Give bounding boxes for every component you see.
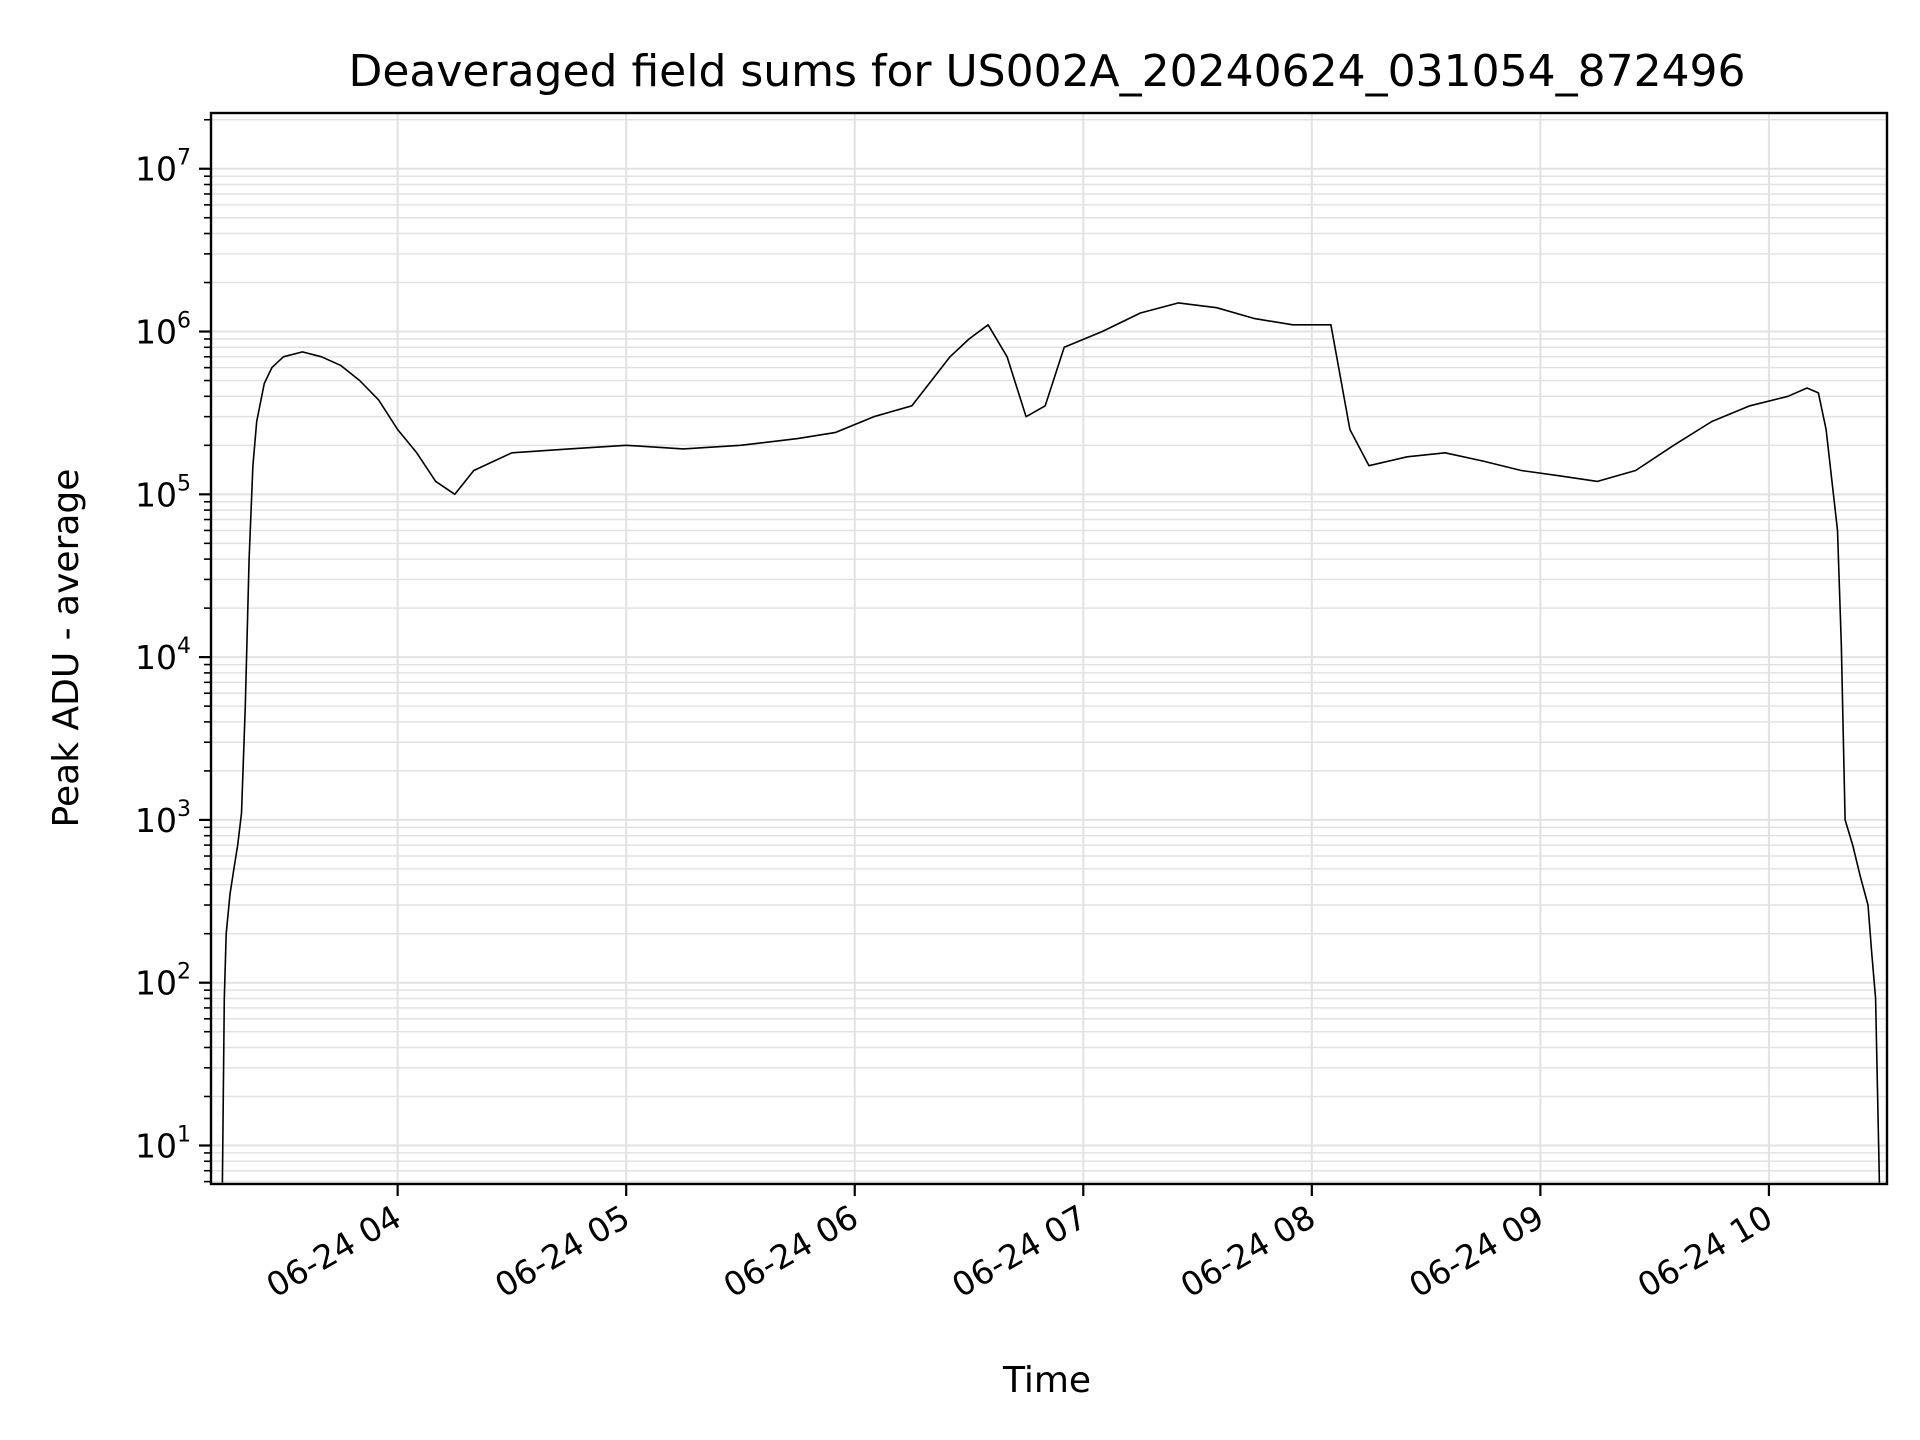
x-tick-label: 06-24 06: [717, 1197, 865, 1305]
y-tick-label: 106: [135, 309, 191, 352]
x-axis: 06-24 04 06-24 05 06-24 06 06-24 07 06-24 08…: [260, 1184, 1779, 1305]
x-tick-label: 06-24 10: [1631, 1197, 1779, 1305]
grid: [211, 113, 1887, 1184]
x-axis-label: Time: [1002, 1360, 1091, 1401]
y-tick-label: 104: [135, 634, 191, 677]
y-tick-label: 101: [135, 1122, 191, 1165]
y-axis-label: Peak ADU - average: [46, 469, 87, 828]
y-tick-label: 105: [135, 471, 191, 514]
x-tick-label: 06-24 08: [1174, 1197, 1322, 1305]
x-tick-label: 06-24 04: [260, 1197, 408, 1305]
x-tick-label: 06-24 09: [1402, 1197, 1550, 1305]
data-line: [221, 302, 1881, 1183]
y-tick-label: 103: [135, 797, 191, 840]
series-line: [221, 302, 1881, 1183]
plot-frame: [209, 111, 1889, 1186]
y-tick-label: 107: [135, 146, 191, 189]
y-axis: 101 102 103 104 105 106 107: [135, 118, 211, 1183]
x-tick-label: 06-24 05: [488, 1197, 636, 1305]
chart-title: Deaveraged field sums for US002A_2024062…: [348, 46, 1745, 97]
y-tick-label: 102: [135, 960, 191, 1003]
x-tick-label: 06-24 07: [945, 1197, 1093, 1305]
